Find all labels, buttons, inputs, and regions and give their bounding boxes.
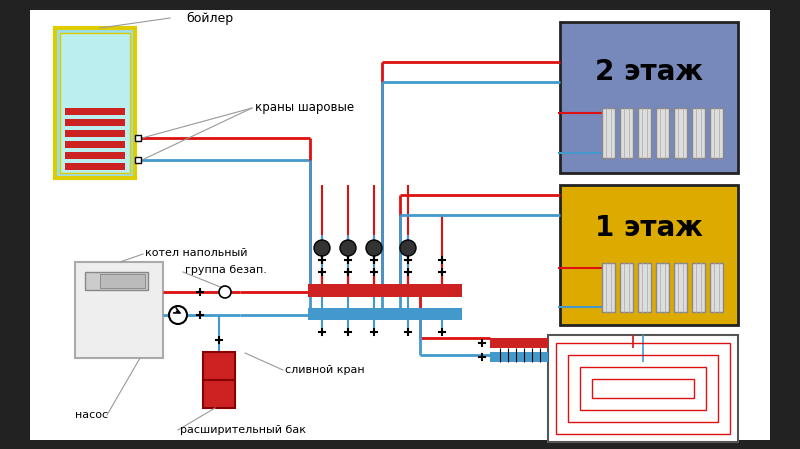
Bar [674,263,687,312]
Bar [490,352,548,362]
Bar [135,157,141,163]
Text: котел напольный: котел напольный [145,248,247,258]
Bar [65,141,125,148]
Circle shape [169,306,187,324]
Bar [548,335,738,442]
Bar [490,338,548,348]
Bar [656,263,669,312]
Bar [560,22,738,173]
Text: сливной кран: сливной кран [285,365,365,375]
Bar [65,130,125,137]
Bar [602,108,615,158]
Bar [308,284,462,297]
Circle shape [366,240,382,256]
Bar [692,263,705,312]
Bar [710,263,723,312]
Bar [135,135,141,141]
Bar [620,263,633,312]
Bar [65,108,125,115]
Bar [65,119,125,126]
Bar [602,263,615,312]
Bar [592,379,694,398]
Bar [638,263,651,312]
Bar [710,108,723,158]
Bar [65,163,125,170]
Bar [692,108,705,158]
Bar [620,108,633,158]
Bar [85,272,148,290]
Bar [60,33,130,173]
Text: насос: насос [75,410,108,420]
Bar [674,108,687,158]
Bar [556,343,730,434]
Bar [55,28,135,178]
Bar [65,152,125,159]
Bar [568,355,718,422]
Bar [100,274,145,288]
Bar [560,185,738,325]
Text: расширительный бак: расширительный бак [180,425,306,435]
Bar [75,262,163,358]
Bar [308,308,462,320]
Text: 2 этаж: 2 этаж [595,58,703,86]
Text: краны шаровые: краны шаровые [255,101,354,114]
Text: 1 этаж: 1 этаж [595,214,703,242]
Circle shape [340,240,356,256]
Circle shape [219,286,231,298]
Text: группа безап.: группа безап. [185,265,267,275]
Bar [203,352,235,408]
Bar [638,108,651,158]
Bar [580,367,706,410]
Text: бойлер: бойлер [186,12,234,25]
Circle shape [400,240,416,256]
Bar [656,108,669,158]
Circle shape [314,240,330,256]
